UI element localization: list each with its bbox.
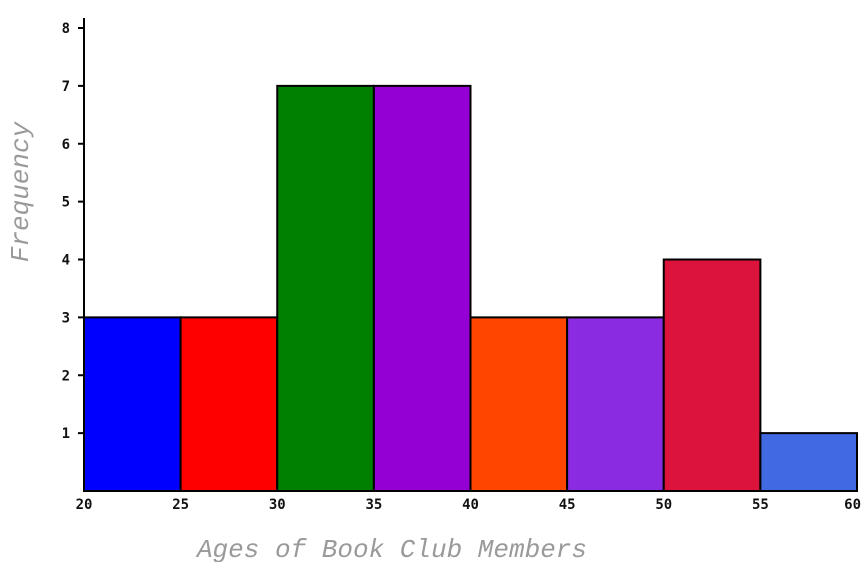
histogram-bar-20-25 — [83, 316, 182, 492]
histogram-bar-50-55 — [662, 258, 762, 492]
y-tick-labels: 1 2 3 4 5 6 7 8 — [62, 21, 84, 442]
y-tick-label: 6 — [62, 137, 70, 153]
x-tick-label: 55 — [752, 497, 769, 513]
x-tick-label: 60 — [844, 497, 861, 513]
y-tick-label: 7 — [62, 79, 70, 95]
x-tick-label: 35 — [365, 497, 382, 513]
x-axis-title: Ages of Book Club Members — [195, 535, 587, 562]
histogram-bar-25-30 — [179, 316, 279, 492]
x-tick-label: 45 — [559, 497, 576, 513]
bars-group — [83, 84, 858, 492]
y-tick-label: 3 — [62, 310, 70, 326]
histogram-bar-35-40 — [372, 84, 472, 492]
histogram-bar-45-50 — [566, 316, 665, 492]
y-axis-title: Frequency — [6, 120, 36, 262]
y-tick-label: 1 — [62, 426, 70, 442]
x-tick-label: 20 — [76, 497, 93, 513]
x-tick-label: 30 — [269, 497, 286, 513]
x-tick-labels: 20 25 30 35 40 45 50 55 60 — [76, 497, 861, 513]
y-tick-label: 4 — [62, 253, 70, 269]
histogram-bar-55-60 — [759, 432, 858, 492]
histogram-bar-40-45 — [469, 316, 569, 492]
histogram-bar-30-35 — [276, 84, 375, 492]
x-tick-label: 25 — [172, 497, 189, 513]
x-tick-label: 40 — [462, 497, 479, 513]
y-tick-label: 8 — [62, 21, 70, 37]
y-tick-label: 2 — [62, 368, 70, 384]
y-tick-label: 5 — [62, 195, 70, 211]
x-tick-label: 50 — [655, 497, 672, 513]
